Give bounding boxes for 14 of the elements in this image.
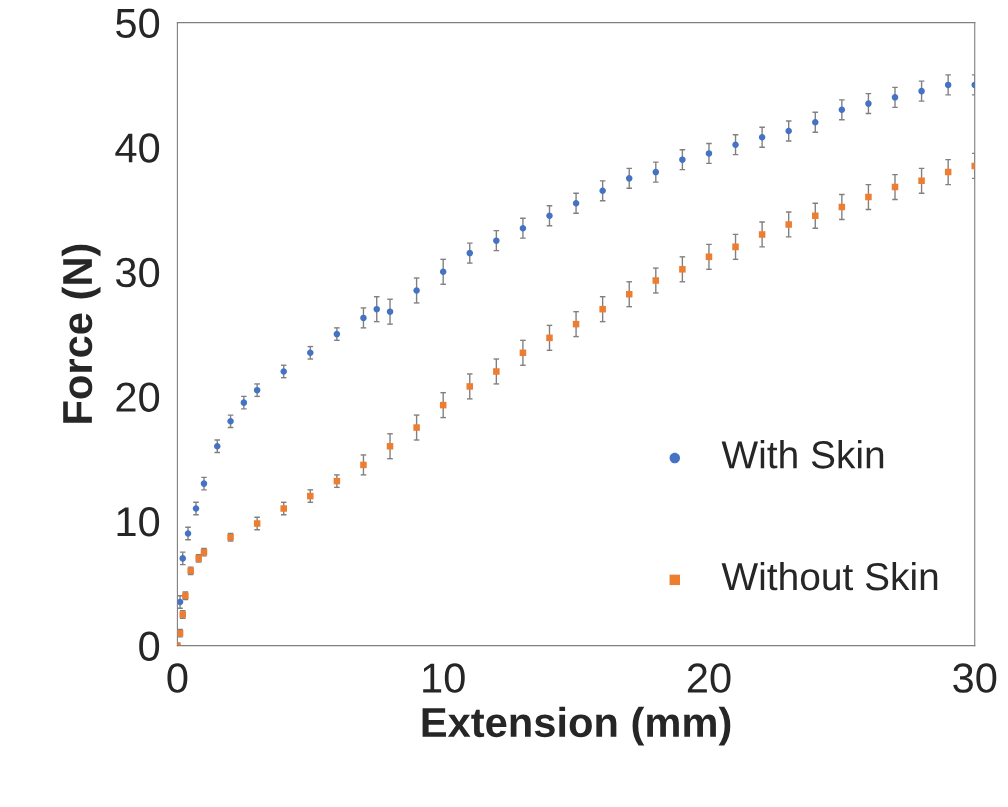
x-tick-label: 20 (687, 663, 731, 693)
y-tick-label: 50 (116, 8, 160, 39)
legend-label: With Skin (721, 440, 884, 469)
y-tick-label: 40 (115, 133, 160, 163)
x-tick-label: 10 (423, 663, 465, 693)
x-axis-title: Extension (mm) (422, 706, 731, 746)
x-tick-label: 0 (167, 663, 188, 693)
x-tick-label: 30 (953, 663, 997, 693)
y-tick-label: 30 (115, 257, 160, 288)
y-tick-label: 20 (116, 382, 160, 412)
y-axis-title: Force (N) (61, 244, 101, 423)
y-tick-label: 10 (117, 507, 160, 537)
legend-label: Without Skin (721, 561, 938, 591)
y-tick-label: 0 (139, 631, 160, 662)
